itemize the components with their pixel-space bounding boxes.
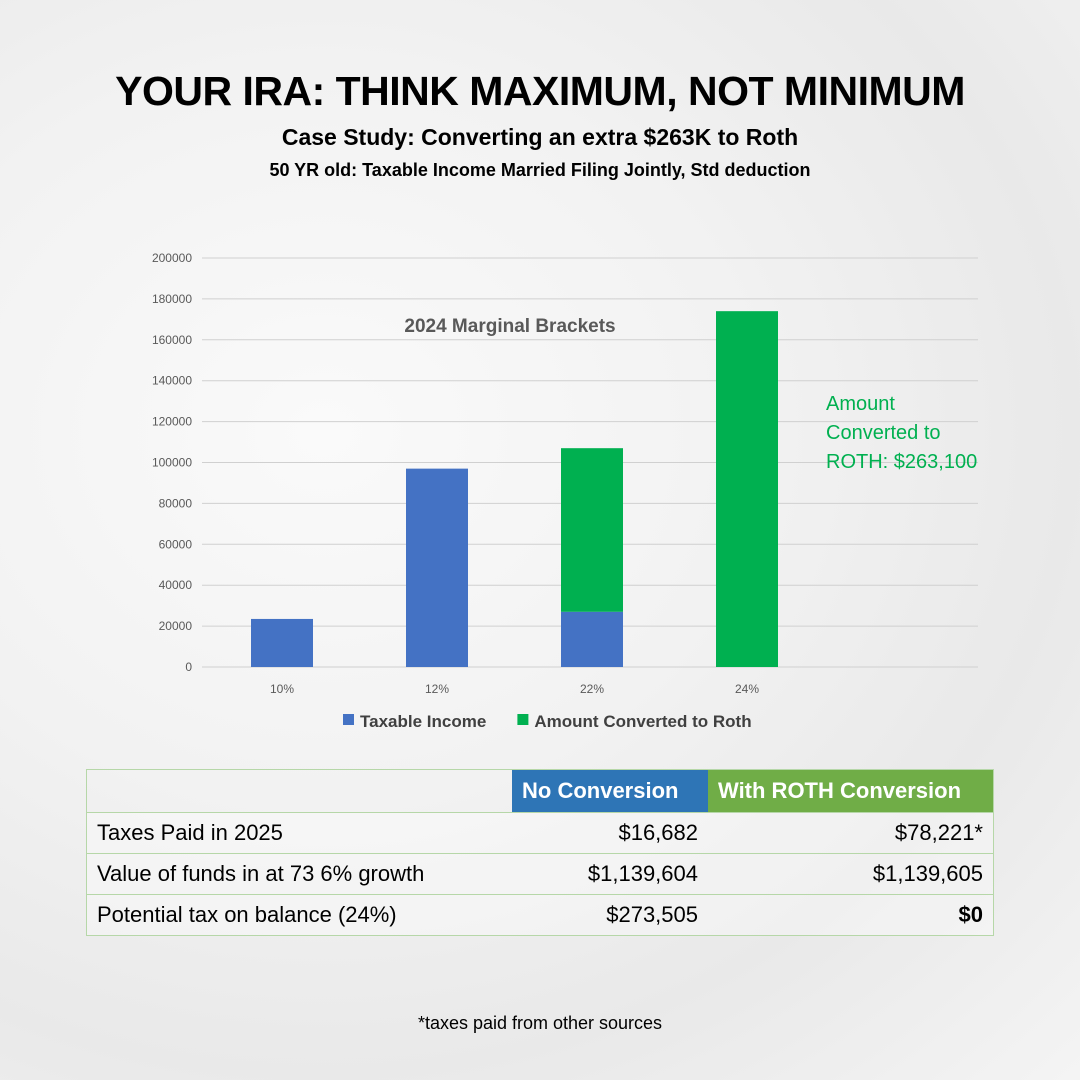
bar-amount-converted-to-roth [561, 448, 623, 612]
annotation-line: Amount [826, 393, 895, 415]
cell-value: $273,505 [512, 894, 708, 936]
subtitle-detail: 50 YR old: Taxable Income Married Filing… [269, 160, 811, 180]
bar-amount-converted-to-roth [716, 311, 778, 667]
bar-taxable-income [561, 611, 623, 667]
footnote: *taxes paid from other sources [417, 1013, 663, 1033]
legend-label: Amount Converted to Roth [534, 712, 751, 731]
conversion-annotation: Amount Converted to ROTH: $263,100 [826, 390, 1026, 477]
bracket-chart: 0 20000 40000 60000 80000 100000 120000 140000 1… [152, 251, 978, 731]
header-cell [86, 769, 512, 813]
legend-label: Taxable Income [360, 712, 486, 731]
x-tick-label: 22% [580, 682, 604, 696]
subtitle: Case Study: Converting an extra $263K to… [281, 124, 799, 150]
table-row: Potential tax on balance (24%) $273,505 … [86, 894, 994, 936]
cell-value: $1,139,605 [708, 853, 994, 895]
row-label: Potential tax on balance (24%) [86, 894, 512, 936]
table-header-row: No Conversion With ROTH Conversion [86, 769, 994, 813]
y-tick-label: 0 [185, 660, 192, 674]
cell-value: $16,682 [512, 812, 708, 854]
annotation-line: Converted to [826, 422, 941, 444]
cell-value: $0 [708, 894, 994, 936]
header-with-roth: With ROTH Conversion [708, 769, 994, 813]
cell-value: $78,221* [708, 812, 994, 854]
legend-swatch [343, 714, 354, 725]
x-tick-label: 12% [425, 682, 449, 696]
row-label: Value of funds in at 73 6% growth [86, 853, 512, 895]
x-tick-label: 10% [270, 682, 294, 696]
legend-swatch [517, 714, 529, 725]
bar-taxable-income [251, 618, 313, 667]
y-tick-label: 100000 [152, 456, 192, 470]
header-no-conversion: No Conversion [512, 769, 708, 813]
y-tick-label: 180000 [152, 292, 192, 306]
annotation-line: ROTH: $263,100 [826, 451, 978, 473]
y-tick-label: 20000 [159, 619, 193, 633]
y-tick-label: 160000 [152, 333, 192, 347]
y-tick-label: 40000 [159, 578, 193, 592]
page-title: YOUR IRA: THINK MAXIMUM, NOT MINIMUM [115, 68, 965, 114]
x-tick-label: 24% [735, 682, 759, 696]
row-label: Taxes Paid in 2025 [86, 812, 512, 854]
bar-taxable-income [406, 468, 468, 667]
cell-value: $1,139,604 [512, 853, 708, 895]
chart-title: 2024 Marginal Brackets [404, 316, 615, 337]
table-row: Value of funds in at 73 6% growth $1,139… [86, 853, 994, 895]
table-row: Taxes Paid in 2025 $16,682 $78,221* [86, 812, 994, 854]
y-tick-label: 120000 [152, 415, 192, 429]
y-tick-label: 60000 [159, 537, 193, 551]
y-tick-label: 200000 [152, 251, 192, 265]
y-tick-label: 80000 [159, 496, 193, 510]
y-tick-label: 140000 [152, 374, 192, 388]
comparison-table: No Conversion With ROTH Conversion Taxes… [86, 769, 994, 936]
